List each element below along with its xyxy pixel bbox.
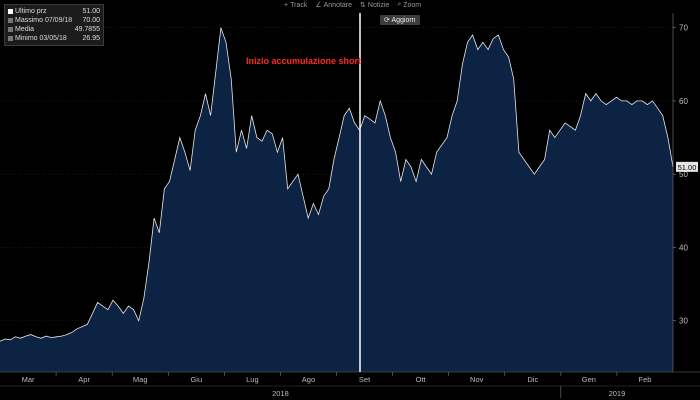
price-area (0, 27, 673, 372)
track-label: Track (290, 1, 308, 9)
refresh-icon: ⟳ (384, 17, 390, 24)
x-tick-label: Dic (527, 375, 538, 384)
x-tick-label: Mag (133, 375, 148, 384)
legend-row-max: Massimo 07/09/18 70.00 (8, 16, 100, 25)
crosshair-icon: + (284, 1, 289, 9)
legend-row-min: Minimo 03/05/18 26.95 (8, 34, 100, 43)
annotate-button[interactable]: ∠ Annotare (315, 1, 353, 10)
y-tick-label: 70 (679, 24, 688, 33)
legend: Ultimo prz 51.00 Massimo 07/09/18 70.00 Me… (4, 4, 104, 46)
price-line (0, 27, 674, 342)
legend-label-min: Minimo 03/05/18 (15, 35, 67, 42)
news-icon: ⇅ (360, 2, 366, 9)
x-tick-label: Mar (22, 375, 35, 384)
legend-row-last: Ultimo prz 51.00 (8, 7, 100, 16)
legend-row-mean: Media 49.7855 (8, 25, 100, 34)
y-tick-label: 50 (679, 170, 688, 179)
news-button[interactable]: ⇅ Notizie (360, 1, 390, 10)
x-tick-label: Gen (582, 375, 596, 384)
x-tick-label: Ott (416, 375, 427, 384)
x-tick-label: Nov (470, 375, 484, 384)
x-tick-label: Giu (190, 375, 202, 384)
legend-label-max: Massimo 07/09/18 (15, 17, 73, 24)
y-tick-label: 30 (679, 317, 688, 326)
legend-label-last: Ultimo prz (15, 8, 47, 15)
annotation-label: Inizio accumulazione short (246, 56, 362, 66)
y-tick-label: 40 (679, 243, 688, 252)
year-label: 2019 (609, 389, 626, 398)
year-label: 2018 (272, 389, 289, 398)
legend-marker-max (8, 18, 13, 23)
legend-value-last: 51.00 (82, 8, 100, 15)
last-price-box (676, 161, 698, 172)
legend-value-max: 70.00 (82, 17, 100, 24)
axis-layer: 30 40 50 60 70 51.00 Mar Apr Mag Giu Lug Ago Set Ott N… (0, 13, 700, 398)
legend-value-mean: 49.7855 (74, 26, 100, 33)
annotate-label: Annotare (323, 1, 353, 9)
pencil-icon: ∠ (315, 2, 322, 9)
x-tick-label: Apr (78, 375, 90, 384)
chart-toolbar: + Track ∠ Annotare ⇅ Notizie ⌕ Zoom (284, 1, 421, 9)
last-price-label: 51.00 (678, 163, 697, 172)
x-tick-label: Feb (638, 375, 651, 384)
x-tick-label: Lug (246, 375, 259, 384)
legend-value-min: 26.95 (82, 35, 100, 42)
zoom-label: Zoom (403, 1, 422, 9)
y-tick-label: 60 (679, 97, 688, 106)
legend-swatch-last (8, 9, 13, 14)
legend-marker-mean (8, 27, 13, 32)
magnifier-icon: ⌕ (397, 1, 402, 8)
track-button[interactable]: + Track (284, 1, 307, 9)
legend-label-mean: Media (15, 26, 35, 33)
news-label: Notizie (367, 1, 390, 9)
x-tick-label: Set (359, 375, 371, 384)
zoom-button[interactable]: ⌕ Zoom (397, 1, 421, 9)
x-tick-label: Ago (302, 375, 315, 384)
refresh-label: Aggiorn (391, 17, 416, 24)
refresh-button[interactable]: ⟳ Aggiorn (380, 15, 420, 25)
legend-marker-min (8, 36, 13, 41)
